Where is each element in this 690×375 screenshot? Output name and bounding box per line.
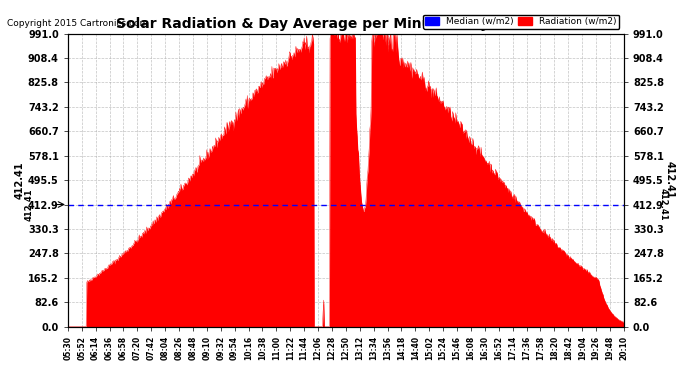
Y-axis label: 412.41: 412.41 xyxy=(15,161,25,199)
Title: Solar Radiation & Day Average per Minute  Fri Jul 10 20:25: Solar Radiation & Day Average per Minute… xyxy=(116,17,575,31)
Text: 412.41: 412.41 xyxy=(24,188,33,221)
Text: Copyright 2015 Cartronics.com: Copyright 2015 Cartronics.com xyxy=(7,19,148,28)
Text: 412.41: 412.41 xyxy=(658,188,667,221)
Legend: Median (w/m2), Radiation (w/m2): Median (w/m2), Radiation (w/m2) xyxy=(423,15,620,29)
Y-axis label: 412.41: 412.41 xyxy=(665,161,675,199)
